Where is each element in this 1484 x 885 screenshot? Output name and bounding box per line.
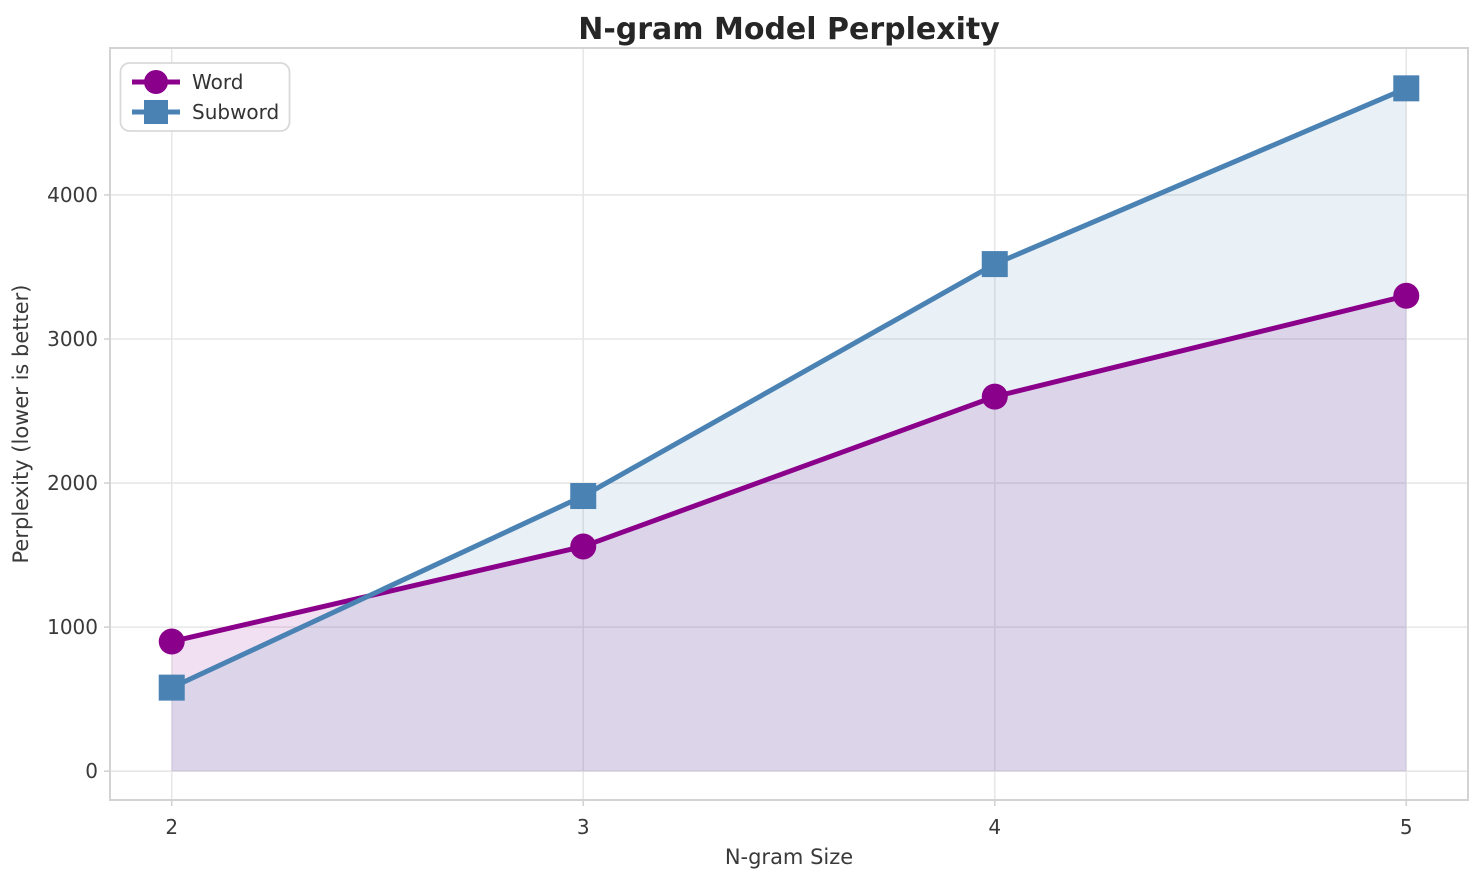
x-tick-labels: 2 3 4 5 xyxy=(165,815,1412,839)
area-fills xyxy=(171,88,1407,772)
x-axis-label: N-gram Size xyxy=(725,845,853,869)
subword-square-marker-icon xyxy=(144,100,168,124)
gridlines xyxy=(104,48,1468,806)
series-lines xyxy=(169,85,1409,691)
series-line-subword xyxy=(169,85,1409,691)
legend-label-word: Word xyxy=(192,70,243,94)
y-tick-label-0: 0 xyxy=(85,759,98,783)
legend-item-word: Word xyxy=(132,70,243,94)
data-point-word-2 xyxy=(158,628,185,655)
area-fill-word xyxy=(171,295,1407,772)
markers-subword xyxy=(158,75,1420,701)
data-point-word-5 xyxy=(1393,282,1420,309)
markers-word xyxy=(158,282,1420,655)
y-tick-label-3000: 3000 xyxy=(47,327,98,351)
x-tick-label-2: 2 xyxy=(165,815,178,839)
data-markers xyxy=(158,75,1420,701)
legend-item-subword: Subword xyxy=(132,100,279,124)
y-tick-label-2000: 2000 xyxy=(47,471,98,495)
y-tick-label-4000: 4000 xyxy=(47,183,98,207)
y-tick-label-1000: 1000 xyxy=(47,615,98,639)
data-point-subword-4 xyxy=(981,251,1008,278)
legend-label-subword: Subword xyxy=(192,100,279,124)
chart-title: N-gram Model Perplexity xyxy=(578,12,1000,47)
word-circle-marker-icon xyxy=(144,70,168,94)
data-point-word-3 xyxy=(570,533,597,560)
y-tick-labels: 0 1000 2000 3000 4000 xyxy=(47,183,98,783)
plot-border xyxy=(109,47,1469,801)
area-fill-subword xyxy=(171,88,1407,772)
x-tick-label-4: 4 xyxy=(988,815,1001,839)
x-tick-label-5: 5 xyxy=(1400,815,1413,839)
data-point-subword-5 xyxy=(1393,75,1420,102)
x-tick-label-3: 3 xyxy=(577,815,590,839)
legend: Word Subword xyxy=(119,62,291,132)
y-axis-label: Perplexity (lower is better) xyxy=(9,285,33,564)
data-point-subword-3 xyxy=(570,483,597,510)
data-point-word-4 xyxy=(981,383,1008,410)
data-point-subword-2 xyxy=(158,674,185,701)
